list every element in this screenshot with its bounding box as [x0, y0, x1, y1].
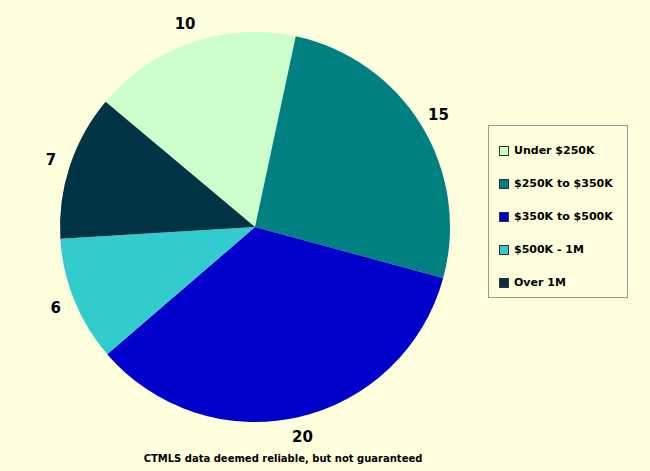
html-text:$500K - 1M: $500K - 1M [514, 243, 584, 256]
html-text:Over 1M: Over 1M [514, 276, 566, 289]
svg-text:7: 7 [46, 151, 56, 169]
html-text:Under $250K: Under $250K [514, 144, 595, 157]
html-text:$250K to $350K: $250K to $350K [514, 177, 613, 190]
html-text:CTMLS data deemed reliable, bu: CTMLS data deemed reliable, but not guar… [143, 453, 423, 464]
svg-text:6: 6 [51, 299, 61, 317]
svg-text:20: 20 [292, 428, 313, 446]
svg-text:10: 10 [175, 15, 196, 33]
html-text:$350K to $500K: $350K to $500K [514, 210, 613, 223]
svg-text:15: 15 [428, 106, 449, 124]
